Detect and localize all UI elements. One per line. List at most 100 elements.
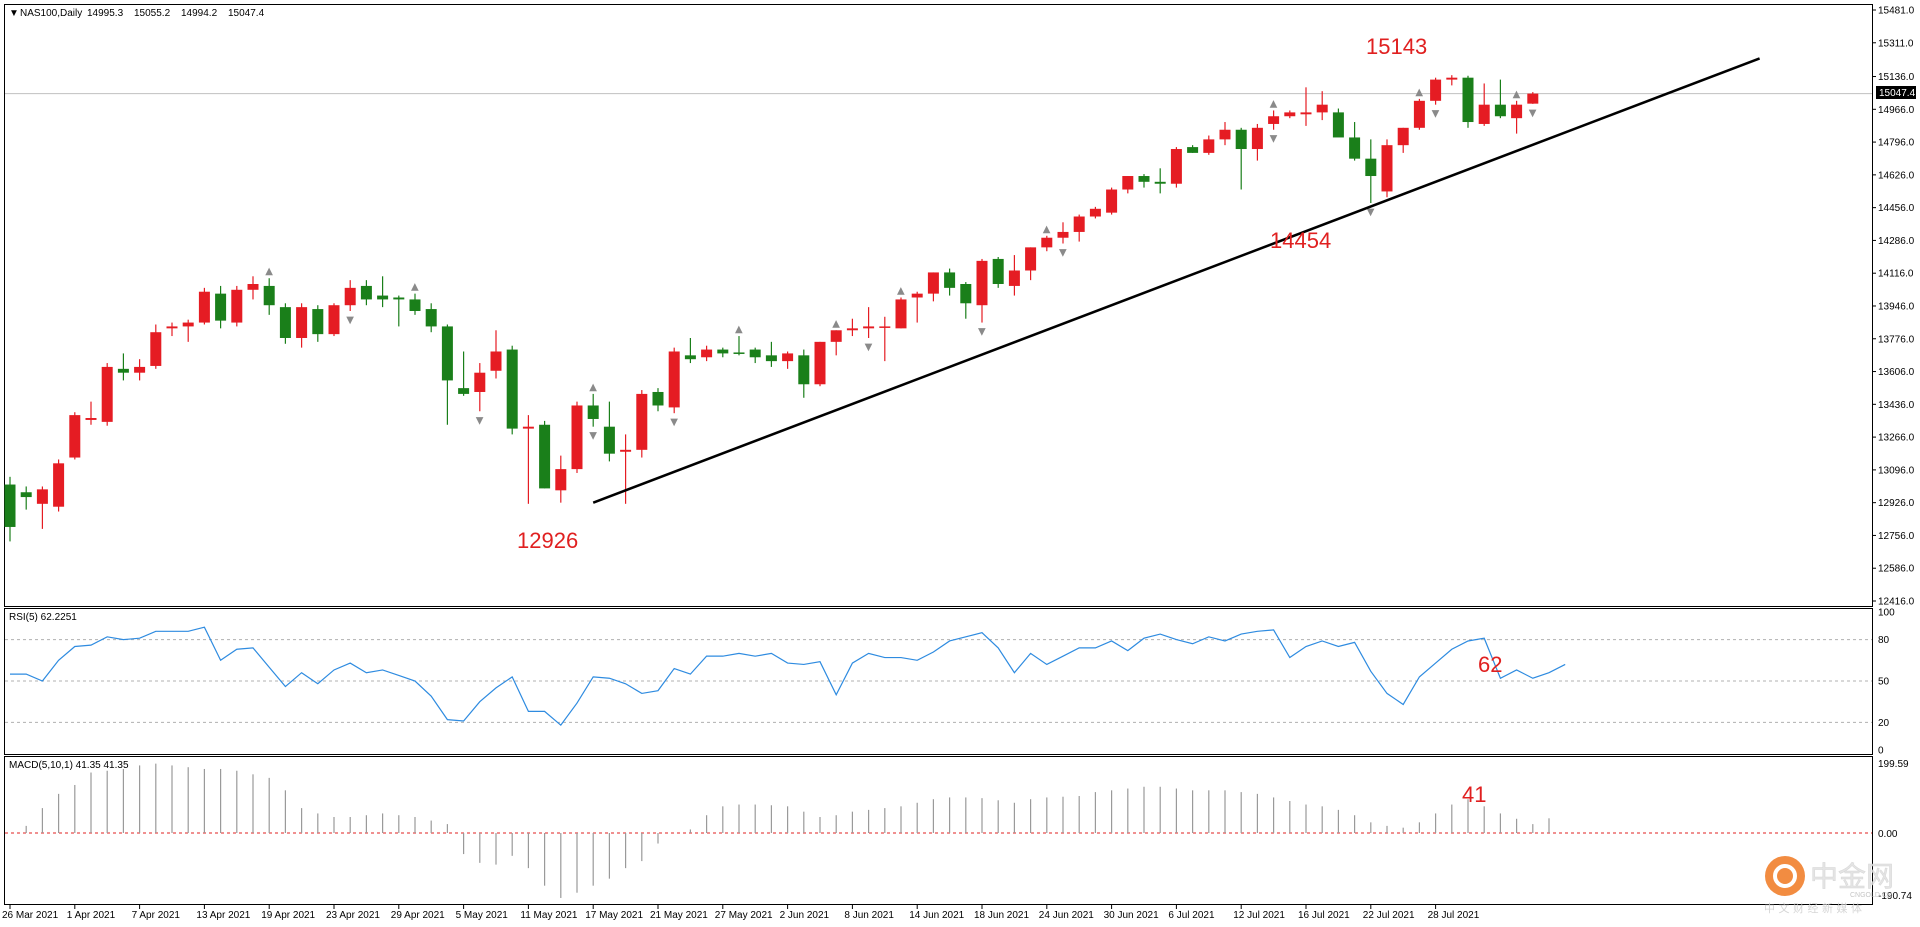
candle xyxy=(360,280,372,306)
date-label: 22 Jul 2021 xyxy=(1363,910,1415,921)
candle-body xyxy=(166,326,178,329)
candle xyxy=(53,459,65,512)
rsi-level-label: 50 xyxy=(1878,677,1890,688)
candle-body xyxy=(53,463,65,507)
price-tick-label: 13606.0 xyxy=(1878,367,1915,378)
candle xyxy=(1430,77,1442,105)
rsi-label: RSI(5) 62.2251 xyxy=(9,612,77,623)
candle-body xyxy=(571,405,583,470)
candle-body xyxy=(976,260,988,306)
candle xyxy=(393,295,405,327)
date-label: 14 Jun 2021 xyxy=(909,910,964,921)
price-tick-label: 13096.0 xyxy=(1878,465,1915,476)
candle xyxy=(684,337,696,364)
candle-body xyxy=(150,332,162,366)
candle xyxy=(1073,214,1085,242)
date-label: 12 Jul 2021 xyxy=(1233,910,1285,921)
candle-body xyxy=(717,349,729,354)
candle xyxy=(150,324,162,369)
candle xyxy=(522,415,534,504)
candle-body xyxy=(1413,100,1425,128)
candle-body xyxy=(1089,208,1101,217)
candle-body xyxy=(1170,149,1182,184)
price-tick-label: 14966.0 xyxy=(1878,105,1915,116)
candle xyxy=(101,363,113,426)
candle xyxy=(571,401,583,473)
rsi-levels: 100 80 50 20 0 xyxy=(5,608,1895,757)
candle-body xyxy=(895,299,907,329)
macd-scale-zero: 0.00 xyxy=(1878,829,1898,840)
candle xyxy=(879,316,891,362)
candle-body xyxy=(846,328,858,331)
candle-body xyxy=(539,424,551,489)
date-label: 2 Jun 2021 xyxy=(780,910,830,921)
candle xyxy=(1478,83,1490,126)
price-tick-label: 13266.0 xyxy=(1878,433,1915,444)
candle-body xyxy=(1057,231,1069,238)
candle-body xyxy=(1154,181,1166,184)
annotation-low: 12926 xyxy=(517,528,578,553)
candle-body xyxy=(360,285,372,300)
candle-body xyxy=(409,299,421,311)
candle xyxy=(1527,92,1539,104)
rsi-level-label: 80 xyxy=(1878,635,1890,646)
trendline[interactable] xyxy=(592,57,1761,504)
watermark-logo-icon xyxy=(1765,856,1805,896)
price-tick-label: 15311.0 xyxy=(1878,38,1914,49)
annotation-high: 15143 xyxy=(1366,34,1427,59)
fractal-down-icon: ▼ xyxy=(1529,108,1537,119)
candle-body xyxy=(377,295,389,300)
candle-body xyxy=(506,349,518,429)
candle xyxy=(798,349,810,398)
candle-body xyxy=(458,388,470,394)
date-label: 13 Apr 2021 xyxy=(196,910,250,921)
price-tick-label: 12586.0 xyxy=(1878,564,1915,575)
price-tick-label: 12416.0 xyxy=(1878,597,1915,608)
candle xyxy=(830,330,842,356)
candle-body xyxy=(652,391,664,406)
candle xyxy=(1008,255,1020,296)
watermark-logo-text: 中金网 xyxy=(1810,860,1894,893)
candle xyxy=(765,341,777,367)
candle-body xyxy=(1025,247,1037,271)
candle-body xyxy=(1365,158,1377,177)
candle-body xyxy=(1446,77,1458,80)
menu-arrow-icon[interactable]: ▼ xyxy=(9,8,19,19)
price-tick-label: 14626.0 xyxy=(1878,170,1915,181)
candle-body xyxy=(1381,145,1393,192)
candle xyxy=(490,330,502,379)
ohlc-header: 14995.3 15055.2 14994.2 15047.4 xyxy=(87,8,265,19)
candle xyxy=(1284,110,1296,119)
candle xyxy=(863,307,875,338)
macd-annotation: 41 xyxy=(1462,782,1486,807)
candle-body xyxy=(863,326,875,329)
candle-body xyxy=(992,258,1004,285)
candle xyxy=(36,486,48,529)
candle-body xyxy=(1122,176,1134,190)
fractal-up-icon: ▲ xyxy=(589,382,597,393)
candle xyxy=(474,363,486,412)
fractal-up-icon: ▲ xyxy=(1270,98,1278,109)
fractal-down-icon: ▼ xyxy=(346,315,354,326)
fractal-down-icon: ▼ xyxy=(978,327,986,338)
candle xyxy=(166,322,178,337)
candle-body xyxy=(1349,137,1361,159)
watermark-logo-inner-icon xyxy=(1773,864,1797,888)
candle-body xyxy=(312,309,324,335)
candle-body xyxy=(1251,127,1263,150)
current-price-label: 15047.4 xyxy=(1879,88,1916,99)
fractal-up-icon: ▲ xyxy=(1513,89,1521,100)
fractal-markers: ▲ ▲ ▲ ▲ ▲ ▲ ▲ ▲ ▲ ▲ ▼ ▼ ▼ ▼ ▼ ▼ ▼ ▼ ▼ ▼ ▼ xyxy=(265,87,1537,442)
date-label: 27 May 2021 xyxy=(715,910,773,921)
candle xyxy=(555,455,567,503)
candle-body xyxy=(1316,104,1328,113)
fractal-down-icon: ▼ xyxy=(1367,207,1375,218)
candle xyxy=(1187,145,1199,153)
candle xyxy=(1154,168,1166,194)
ohlc-value: 15047.4 xyxy=(228,8,265,19)
candle xyxy=(409,293,421,315)
candle xyxy=(377,276,389,308)
date-label: 19 Apr 2021 xyxy=(261,910,315,921)
candle-body xyxy=(425,309,437,327)
candle xyxy=(215,285,227,329)
